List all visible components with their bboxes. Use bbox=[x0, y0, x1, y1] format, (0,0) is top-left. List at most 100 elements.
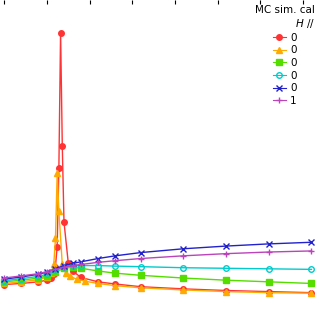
0 bbox=[181, 247, 185, 251]
0 bbox=[52, 263, 56, 267]
0 bbox=[79, 260, 83, 264]
Line: 1: 1 bbox=[1, 247, 315, 282]
0 bbox=[113, 264, 117, 268]
0 bbox=[267, 290, 271, 293]
0 bbox=[20, 282, 23, 285]
0 bbox=[53, 270, 57, 274]
Line: 0: 0 bbox=[2, 30, 314, 295]
1 bbox=[267, 250, 271, 254]
0 bbox=[57, 166, 61, 170]
1 bbox=[224, 252, 228, 256]
1 bbox=[181, 254, 185, 258]
0 bbox=[64, 271, 68, 275]
0 bbox=[36, 278, 40, 282]
0 bbox=[96, 257, 100, 260]
0 bbox=[181, 287, 185, 291]
0 bbox=[2, 283, 6, 286]
0 bbox=[84, 279, 87, 283]
0 bbox=[139, 251, 143, 254]
0 bbox=[71, 265, 75, 269]
0 bbox=[79, 264, 83, 268]
0 bbox=[60, 144, 64, 148]
0 bbox=[267, 242, 271, 246]
0 bbox=[45, 278, 49, 282]
0 bbox=[59, 31, 62, 35]
0 bbox=[139, 273, 143, 277]
Legend: 0, 0, 0, 0, 0, 1: 0, 0, 0, 0, 0, 1 bbox=[255, 5, 315, 106]
0 bbox=[53, 265, 57, 268]
0 bbox=[2, 282, 6, 285]
1 bbox=[53, 268, 57, 271]
0 bbox=[62, 264, 66, 268]
0 bbox=[113, 282, 117, 286]
1 bbox=[96, 260, 100, 264]
0 bbox=[224, 244, 228, 248]
0 bbox=[36, 272, 40, 276]
0 bbox=[62, 265, 66, 269]
0 bbox=[71, 264, 75, 268]
1 bbox=[139, 257, 143, 260]
0 bbox=[36, 276, 40, 280]
0 bbox=[224, 266, 228, 270]
0 bbox=[309, 282, 313, 285]
0 bbox=[62, 220, 66, 224]
0 bbox=[181, 266, 185, 270]
0 bbox=[113, 284, 117, 288]
0 bbox=[60, 263, 64, 267]
0 bbox=[79, 276, 83, 279]
0 bbox=[62, 266, 66, 270]
0 bbox=[181, 288, 185, 292]
0 bbox=[71, 269, 75, 273]
1 bbox=[79, 263, 83, 267]
1 bbox=[45, 270, 49, 274]
0 bbox=[57, 210, 61, 213]
0 bbox=[2, 279, 6, 283]
1 bbox=[62, 265, 66, 269]
0 bbox=[139, 286, 143, 290]
0 bbox=[75, 277, 79, 281]
0 bbox=[309, 240, 313, 244]
0 bbox=[2, 280, 6, 284]
1 bbox=[20, 274, 23, 278]
0 bbox=[66, 261, 70, 265]
0 bbox=[68, 275, 72, 278]
Line: 0: 0 bbox=[2, 263, 314, 284]
0 bbox=[53, 236, 57, 240]
0 bbox=[20, 277, 23, 281]
0 bbox=[36, 275, 40, 278]
1 bbox=[113, 259, 117, 263]
0 bbox=[20, 280, 23, 284]
1 bbox=[71, 264, 75, 268]
0 bbox=[71, 261, 75, 265]
0 bbox=[96, 264, 100, 268]
0 bbox=[181, 276, 185, 280]
0 bbox=[267, 267, 271, 271]
0 bbox=[139, 285, 143, 289]
0 bbox=[2, 277, 6, 281]
Line: 0: 0 bbox=[1, 239, 315, 283]
1 bbox=[2, 276, 6, 280]
0 bbox=[96, 280, 100, 284]
0 bbox=[49, 271, 53, 275]
0 bbox=[113, 271, 117, 275]
0 bbox=[224, 278, 228, 282]
0 bbox=[20, 278, 23, 282]
0 bbox=[45, 270, 49, 274]
0 bbox=[309, 291, 313, 295]
0 bbox=[20, 275, 23, 279]
0 bbox=[267, 291, 271, 295]
0 bbox=[45, 272, 49, 276]
0 bbox=[309, 268, 313, 271]
0 bbox=[96, 282, 100, 285]
0 bbox=[79, 266, 83, 270]
0 bbox=[139, 265, 143, 268]
Line: 0: 0 bbox=[2, 264, 314, 286]
1 bbox=[309, 249, 313, 253]
Line: 0: 0 bbox=[2, 171, 314, 296]
0 bbox=[53, 267, 57, 271]
0 bbox=[309, 291, 313, 295]
0 bbox=[52, 272, 56, 276]
0 bbox=[55, 245, 59, 249]
0 bbox=[224, 289, 228, 292]
0 bbox=[36, 280, 40, 284]
